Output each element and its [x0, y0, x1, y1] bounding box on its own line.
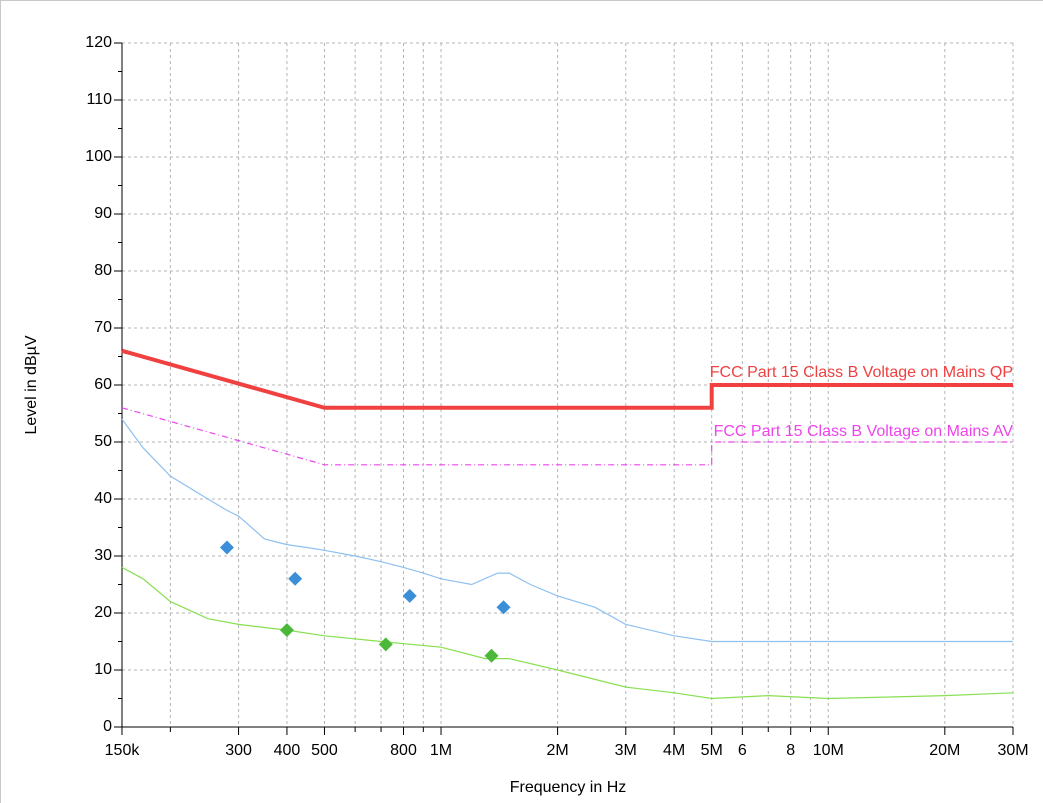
x-tick-label: 5M [701, 742, 723, 759]
x-tick-label: 10M [813, 742, 844, 759]
y-tick-label: 30 [94, 547, 112, 564]
peak-marker [484, 648, 499, 663]
limit-line [121, 348, 1013, 410]
y-tick-label: 110 [86, 91, 112, 108]
x-tick-label: 150k [105, 742, 141, 759]
y-tick-label: 120 [85, 34, 112, 51]
y-tick-label: 90 [94, 205, 112, 222]
y-tick-label: 50 [94, 433, 112, 450]
peak-marker [279, 623, 294, 638]
x-tick-label: 800 [390, 742, 417, 759]
y-tick-label: 80 [94, 262, 112, 279]
peak-marker [496, 600, 511, 615]
y-tick-label: 40 [94, 490, 112, 507]
x-tick-label: 3M [615, 742, 637, 759]
x-tick-label: 4M [663, 742, 685, 759]
y-tick-label: 10 [94, 661, 112, 678]
trace [121, 418, 1013, 643]
y-tick-label: 0 [103, 718, 112, 735]
peak-marker [219, 540, 234, 555]
x-axis-label: Frequency in Hz [510, 779, 627, 796]
x-tick-label: 30M [997, 742, 1028, 759]
x-tick-label: 8 [786, 742, 795, 759]
x-tick-label: 500 [311, 742, 338, 759]
y-tick-label: 60 [94, 376, 112, 393]
x-tick-label: 300 [225, 742, 252, 759]
y-tick-label: 70 [94, 319, 112, 336]
limit-label: FCC Part 15 Class B Voltage on Mains AV [714, 423, 1014, 440]
peak-marker [288, 571, 303, 586]
x-tick-label: 1M [430, 742, 452, 759]
y-tick-label: 20 [94, 604, 112, 621]
x-tick-label: 6 [738, 742, 747, 759]
x-tick-label: 400 [274, 742, 301, 759]
trace [121, 566, 1014, 700]
y-tick-label: 100 [85, 148, 112, 165]
limit-line [121, 407, 1013, 466]
x-tick-label: 2M [546, 742, 568, 759]
x-tick-label: 20M [929, 742, 960, 759]
y-axis-label: Level in dBµV [23, 335, 40, 434]
peak-marker [402, 588, 417, 603]
limit-label: FCC Part 15 Class B Voltage on Mains QP [710, 364, 1013, 381]
peak-marker [378, 637, 393, 652]
